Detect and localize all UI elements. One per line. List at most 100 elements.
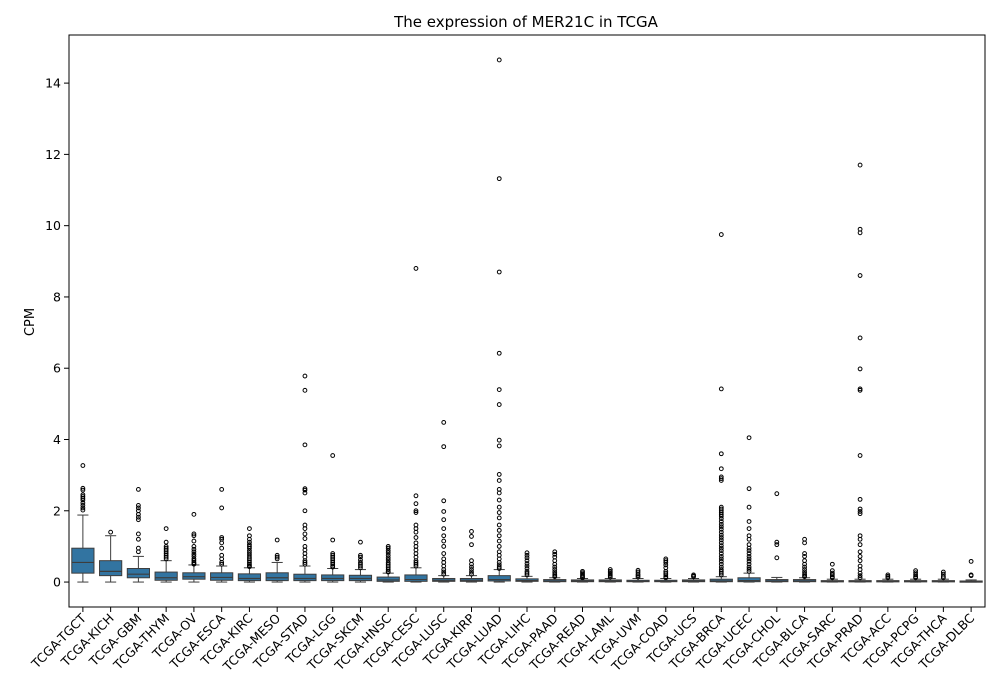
box-group xyxy=(126,486,150,583)
box-group xyxy=(959,558,983,583)
outlier-point xyxy=(219,486,225,492)
outlier-point xyxy=(857,387,863,393)
outlier-point xyxy=(718,553,724,559)
outlier-point xyxy=(718,556,724,562)
outlier-point xyxy=(718,386,724,392)
box-group xyxy=(570,568,595,583)
outlier-point xyxy=(968,573,974,579)
outlier-point xyxy=(718,478,724,483)
outlier-point xyxy=(496,566,502,571)
outlier-point xyxy=(552,567,558,572)
outlier-point xyxy=(968,558,974,564)
outlier-point xyxy=(774,491,780,497)
outlier-point xyxy=(219,540,225,546)
outlier-point xyxy=(358,552,363,558)
box-group xyxy=(792,536,817,583)
outlier-point xyxy=(191,549,197,555)
box xyxy=(182,572,206,580)
box-group xyxy=(154,526,178,583)
outlier-point xyxy=(469,534,474,539)
outlier-point xyxy=(718,572,724,578)
box xyxy=(293,573,317,582)
outlier-point xyxy=(358,554,363,560)
outlier-point xyxy=(80,495,86,501)
outlier-point xyxy=(441,498,447,504)
outlier-point xyxy=(746,519,752,524)
outlier-point xyxy=(524,558,530,564)
outlier-point xyxy=(774,542,780,548)
outlier-point xyxy=(413,563,419,569)
outlier-point xyxy=(746,556,752,562)
outlier-point xyxy=(469,564,474,570)
outlier-point xyxy=(718,543,724,549)
box-group xyxy=(237,526,262,583)
outlier-point xyxy=(718,526,724,532)
outlier-point xyxy=(524,552,530,558)
outlier-point xyxy=(469,542,474,548)
outlier-point xyxy=(718,232,724,237)
box xyxy=(404,574,428,582)
y-tick-label: 4 xyxy=(53,432,61,447)
outlier-point xyxy=(746,435,752,441)
outlier-point xyxy=(441,419,447,425)
y-tick-label: 0 xyxy=(53,575,61,590)
outlier-point xyxy=(469,567,474,572)
outlier-point xyxy=(247,564,252,570)
box-group xyxy=(765,491,789,583)
outlier-point xyxy=(219,545,225,551)
outlier-point xyxy=(330,537,336,543)
outlier-point xyxy=(746,561,752,567)
outlier-point xyxy=(496,176,502,182)
box xyxy=(71,547,95,574)
outlier-point xyxy=(718,513,724,519)
outlier-point xyxy=(191,561,197,567)
outlier-point xyxy=(413,510,419,515)
outlier-point xyxy=(524,566,530,571)
outlier-point xyxy=(718,451,724,457)
outlier-point xyxy=(219,561,225,567)
outlier-point xyxy=(496,560,502,565)
outlier-point xyxy=(385,569,391,575)
outlier-point xyxy=(163,526,169,531)
outlier-point xyxy=(607,567,613,572)
outlier-point xyxy=(524,561,530,566)
y-tick-label: 6 xyxy=(53,361,61,376)
box-group xyxy=(71,463,95,583)
box xyxy=(126,568,150,579)
outlier-point xyxy=(913,575,919,581)
outlier-point xyxy=(718,551,724,556)
box xyxy=(487,575,511,582)
outlier-point xyxy=(718,548,724,554)
outlier-point xyxy=(302,442,308,448)
box-group xyxy=(820,561,844,583)
outlier-point xyxy=(358,563,363,569)
box-group xyxy=(709,232,733,583)
box xyxy=(737,577,761,583)
outlier-point xyxy=(496,510,502,515)
outlier-point xyxy=(524,550,530,556)
outlier-point xyxy=(857,335,863,341)
outlier-point xyxy=(718,532,724,538)
outlier-point xyxy=(718,537,724,543)
outlier-point xyxy=(746,536,752,542)
box-group xyxy=(321,453,345,583)
outlier-point xyxy=(441,444,447,450)
outlier-point xyxy=(718,570,724,576)
outlier-point xyxy=(774,539,780,545)
outlier-point xyxy=(635,574,641,580)
outlier-point xyxy=(191,531,197,537)
box-group xyxy=(459,529,484,583)
outlier-point xyxy=(496,402,502,407)
outlier-point xyxy=(330,561,336,567)
outlier-point xyxy=(274,537,280,543)
outlier-point xyxy=(135,549,141,555)
outlier-point xyxy=(746,551,752,556)
outlier-point xyxy=(302,508,308,514)
outlier-point xyxy=(857,553,863,559)
box-group xyxy=(515,550,539,583)
outlier-point xyxy=(802,561,807,567)
outlier-point xyxy=(441,517,447,523)
outlier-point xyxy=(441,544,447,549)
outlier-point xyxy=(496,497,502,503)
y-tick-label: 10 xyxy=(45,218,61,233)
